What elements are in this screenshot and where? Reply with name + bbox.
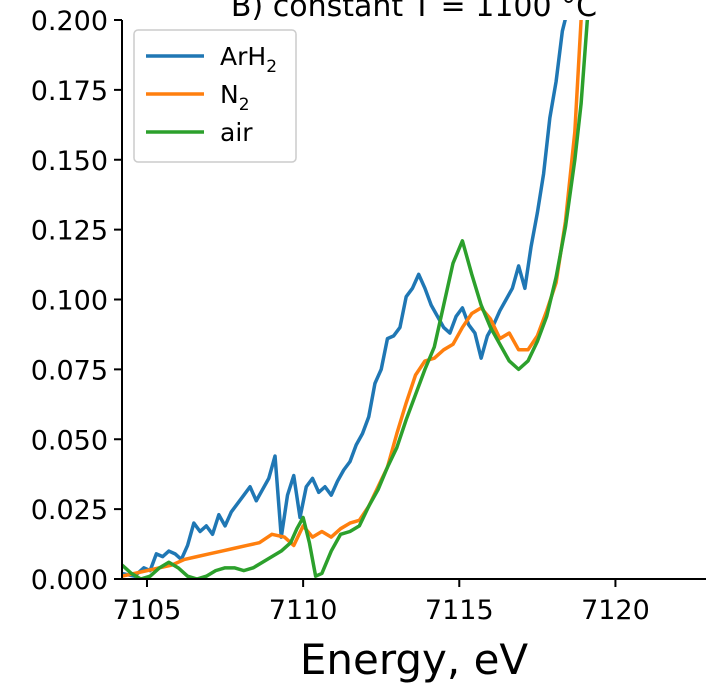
y-ticks: 0.000 0.025 0.050 0.075 0.100 0.125 0.150 0.175… — [31, 6, 122, 596]
series-layer — [122, 20, 590, 579]
x-axis-title: Energy, eV — [300, 635, 529, 684]
y-tick-label: 0.200 — [31, 6, 108, 37]
legend-label-air: air — [220, 118, 253, 147]
x-tick-label: 7120 — [581, 595, 650, 626]
legend-label-arh2: ArH2 — [220, 42, 277, 77]
y-tick-label: 0.125 — [31, 216, 108, 247]
y-tick-label: 0.025 — [31, 495, 108, 526]
y-tick-label: 0.050 — [31, 425, 108, 456]
legend-label-n2: N2 — [220, 80, 250, 115]
x-tick-label: 7105 — [113, 595, 182, 626]
legend-frame — [133, 29, 297, 163]
chart-title-group: B) constant T = 1100 °C — [231, 0, 597, 24]
y-tick-label: 0.150 — [31, 146, 108, 177]
series-line-arh2 — [122, 20, 567, 578]
chart-title: B) constant T = 1100 °C — [231, 0, 597, 24]
x-tick-label: 7115 — [425, 595, 494, 626]
y-tick-label: 0.100 — [31, 286, 108, 317]
x-ticks: 7105 7110 7115 7120 — [113, 579, 650, 626]
x-tick-label: 7110 — [269, 595, 338, 626]
y-tick-label: 0.000 — [31, 565, 108, 596]
y-tick-label: 0.075 — [31, 355, 108, 386]
series-line-air — [122, 20, 590, 579]
y-tick-label: 0.175 — [31, 76, 108, 107]
